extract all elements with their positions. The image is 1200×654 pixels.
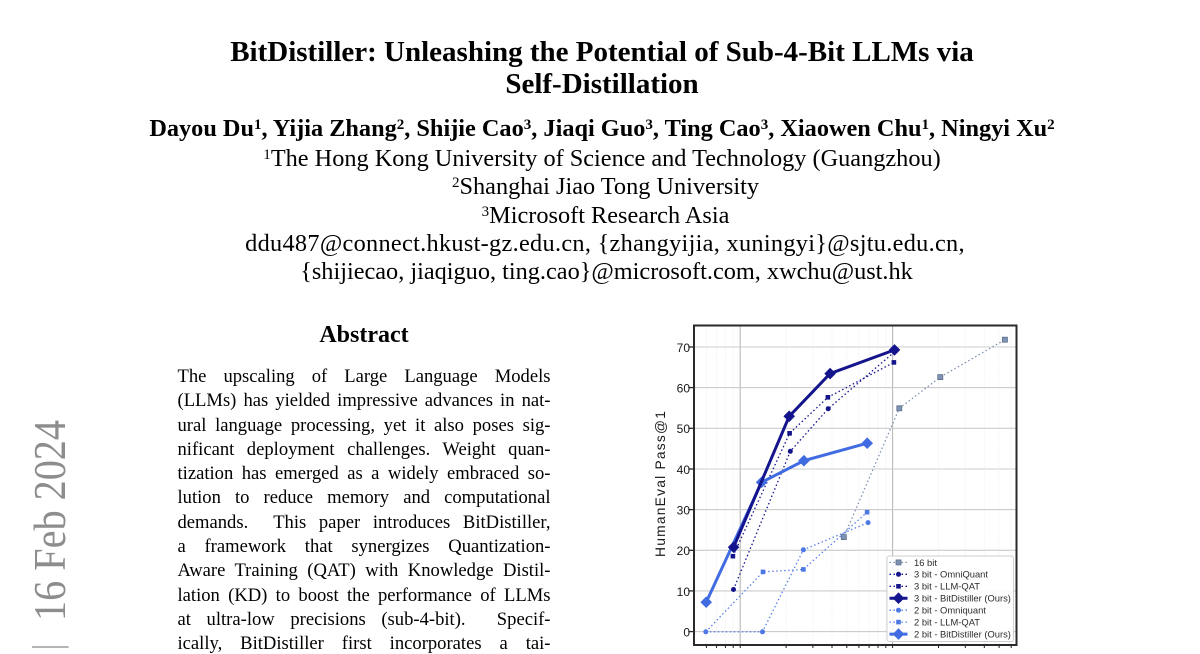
- svg-text:2 bit - Omniquant: 2 bit - Omniquant: [914, 605, 986, 616]
- svg-text:60: 60: [677, 382, 691, 396]
- svg-text:16 Feb 2024: 16 Feb 2024: [24, 420, 75, 621]
- svg-text:3 bit - LLM-QAT: 3 bit - LLM-QAT: [914, 581, 980, 592]
- svg-text:40: 40: [677, 463, 691, 477]
- svg-text:3 bit - OmniQuant: 3 bit - OmniQuant: [914, 569, 988, 580]
- svg-text:HumanEval Pass@1: HumanEval Pass@1: [653, 411, 668, 557]
- svg-text:50: 50: [677, 422, 691, 436]
- svg-text:10: 10: [677, 585, 691, 599]
- svg-text:2 bit - BitDistiller (Ours): 2 bit - BitDistiller (Ours): [914, 629, 1011, 640]
- svg-text:70: 70: [677, 341, 691, 355]
- svg-text:3 bit - BitDistiller (Ours): 3 bit - BitDistiller (Ours): [914, 593, 1011, 604]
- svg-text:0: 0: [683, 626, 690, 640]
- svg-text:2 bit - LLM-QAT: 2 bit - LLM-QAT: [914, 617, 980, 628]
- svg-text:16 bit: 16 bit: [914, 557, 937, 568]
- svg-text:20: 20: [677, 544, 691, 558]
- svg-text:30: 30: [677, 504, 691, 518]
